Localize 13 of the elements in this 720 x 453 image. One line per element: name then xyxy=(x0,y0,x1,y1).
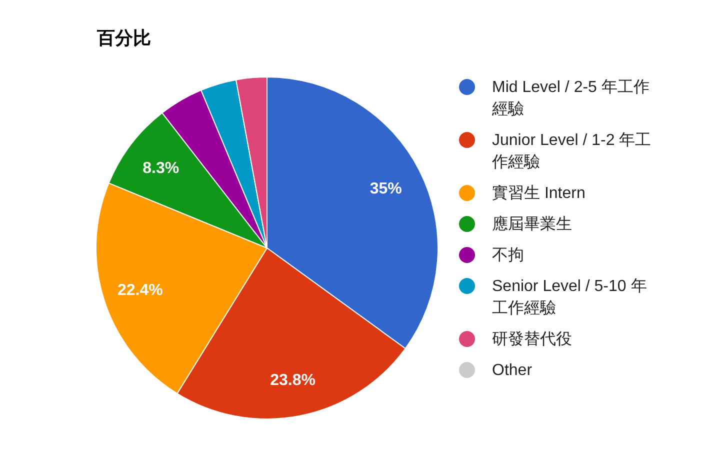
data-label: 35% xyxy=(370,180,402,198)
legend-label: Junior Level / 1-2 年工作經驗 xyxy=(491,132,652,171)
legend-label: 不拘 xyxy=(492,247,524,264)
chart-title: 百分比 xyxy=(96,28,151,48)
legend-label: Senior Level / 5-10 年工作經驗 xyxy=(492,278,647,317)
data-label: 23.8% xyxy=(270,372,316,389)
legend-label: 實習生 Intern xyxy=(492,184,586,202)
legend-label: 研發替代役 xyxy=(492,330,572,348)
data-label: 22.4% xyxy=(117,282,163,300)
data-label: 8.3% xyxy=(142,160,180,178)
legend-label: Mid Level / 2-5 年工作經驗 xyxy=(491,79,650,118)
legend-label: Other xyxy=(492,362,533,379)
legend-label: 應屆畢業生 xyxy=(492,215,572,233)
